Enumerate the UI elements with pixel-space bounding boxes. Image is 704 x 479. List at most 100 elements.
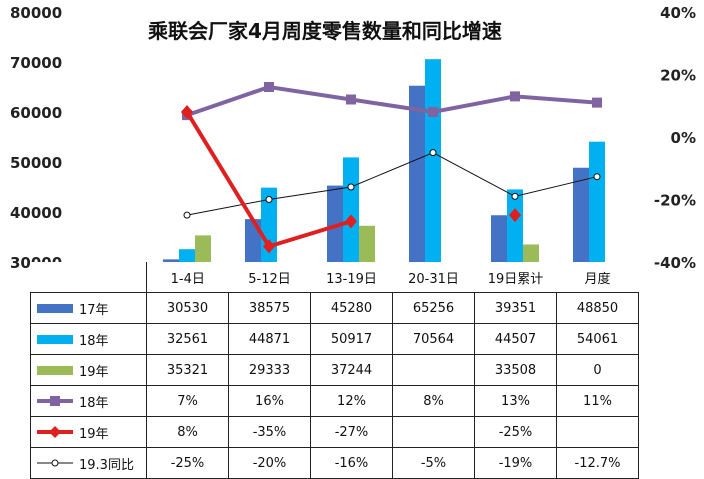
legend-line-19-3-yoy	[37, 459, 73, 467]
y-right-tick-label: 20%	[660, 67, 696, 85]
line-group	[181, 82, 602, 254]
category-label: 1-4日	[170, 271, 205, 287]
category-label: 20-31日	[408, 271, 459, 287]
point-marker	[428, 107, 438, 117]
bar	[491, 215, 507, 262]
series-line	[186, 84, 598, 118]
bar	[425, 59, 441, 263]
table-cell: 50917	[310, 323, 393, 355]
table-row: 18年 32561 44871 50917 70564 44507 54061	[30, 323, 639, 355]
y-left-tick-label: 40000	[10, 204, 62, 222]
category-label: 13-19日	[326, 271, 377, 287]
legend-entry-19-3-yoy: 19.3同比	[30, 447, 147, 479]
legend-entry-17: 17年	[30, 292, 147, 324]
point-marker	[593, 173, 601, 181]
point-marker	[183, 211, 191, 219]
point-marker	[265, 196, 273, 203]
point-marker	[592, 97, 602, 108]
y-left-tick-label: 70000	[10, 54, 62, 72]
bar	[589, 141, 605, 262]
point-marker	[510, 91, 520, 102]
category-label: 19日累计	[487, 271, 544, 287]
legend-swatch-17	[37, 304, 73, 313]
legend-swatch-18	[37, 335, 73, 344]
category-label: 5-12日	[248, 271, 291, 287]
y-right-tick-label: -20%	[654, 192, 696, 210]
table-cell: 7%	[146, 385, 229, 417]
point-marker	[347, 183, 355, 191]
table-cell: 0	[556, 354, 639, 386]
table-cell: 32561	[146, 323, 229, 355]
table-cell	[556, 416, 639, 448]
y-right-tick-label: 0%	[671, 129, 696, 147]
table-cell: 39351	[474, 292, 557, 324]
table-cell: 48850	[556, 292, 639, 324]
table-cell: 65256	[392, 292, 475, 324]
table-cell: 37244	[310, 354, 393, 386]
table-header-row: 1-4日 5-12日 13-19日 20-31日 19日累计 月度	[30, 262, 639, 293]
y-left-tick-label: 80000	[10, 4, 62, 22]
point-marker	[345, 214, 357, 229]
left-axis: 800007000060000500004000030000	[10, 4, 62, 272]
point-marker	[509, 208, 521, 223]
legend-entry-19: 19年	[30, 354, 147, 386]
table-row: 17年 30530 38575 45280 65256 39351 48850	[30, 292, 639, 324]
table-row: 19.3同比 -25% -20% -16% -5% -19% -12.7%	[30, 447, 639, 479]
table-cell: -35%	[228, 416, 311, 448]
bar	[359, 225, 375, 262]
table-cell: -25%	[146, 447, 229, 479]
point-marker	[264, 82, 274, 92]
point-marker	[346, 94, 356, 105]
bar-group	[163, 59, 605, 263]
table-cell: -16%	[310, 447, 393, 479]
table-cell: 35321	[146, 354, 229, 386]
series-line	[186, 152, 598, 216]
table-cell	[392, 354, 475, 386]
table-cell: 38575	[228, 292, 311, 324]
point-marker	[263, 239, 275, 254]
table-cell: -25%	[474, 416, 557, 448]
legend-entry-18-growth: 18年	[30, 385, 147, 417]
table-cell	[392, 416, 475, 448]
legend-entry-19-growth: 19年	[30, 416, 147, 448]
table-cell: 30530	[146, 292, 229, 324]
table-cell: 13%	[474, 385, 557, 417]
table-cell: -19%	[474, 447, 557, 479]
y-right-tick-label: 40%	[660, 4, 696, 22]
point-marker	[181, 105, 193, 119]
table-cell: 54061	[556, 323, 639, 355]
data-table: 1-4日 5-12日 13-19日 20-31日 19日累计 月度 17年 30…	[30, 262, 639, 479]
bar	[179, 249, 195, 262]
bar	[195, 235, 211, 262]
point-marker	[511, 192, 519, 200]
bar	[523, 244, 539, 262]
table-cell: 33508	[474, 354, 557, 386]
table-cell: 45280	[310, 292, 393, 324]
y-right-tick-label: -40%	[654, 254, 696, 272]
bar	[163, 259, 179, 262]
table-cell: 16%	[228, 385, 311, 417]
table-cell: -5%	[392, 447, 475, 479]
y-left-tick-label: 50000	[10, 154, 62, 172]
point-marker	[429, 149, 437, 157]
table-cell: 8%	[146, 416, 229, 448]
table-cell: -20%	[228, 447, 311, 479]
table-cell: 70564	[392, 323, 475, 355]
category-label: 月度	[584, 271, 611, 287]
table-corner	[30, 262, 147, 293]
legend-line-18-growth	[37, 396, 73, 406]
table-cell: 44507	[474, 323, 557, 355]
table-cell: 44871	[228, 323, 311, 355]
table-row: 19年 35321 29333 37244 33508 0	[30, 354, 639, 386]
bar	[409, 85, 425, 262]
legend-entry-18: 18年	[30, 323, 147, 355]
bar	[327, 185, 343, 262]
table-row: 18年 7% 16% 12% 8% 13% 11%	[30, 385, 639, 417]
table-cell: 29333	[228, 354, 311, 386]
table-cell: 8%	[392, 385, 475, 417]
bar	[507, 189, 523, 262]
table-cell: -12.7%	[556, 447, 639, 479]
right-axis: 40% 20% 0% -20% -40%	[654, 4, 696, 272]
table-row: 19年 8% -35% -27% -25%	[30, 416, 639, 448]
